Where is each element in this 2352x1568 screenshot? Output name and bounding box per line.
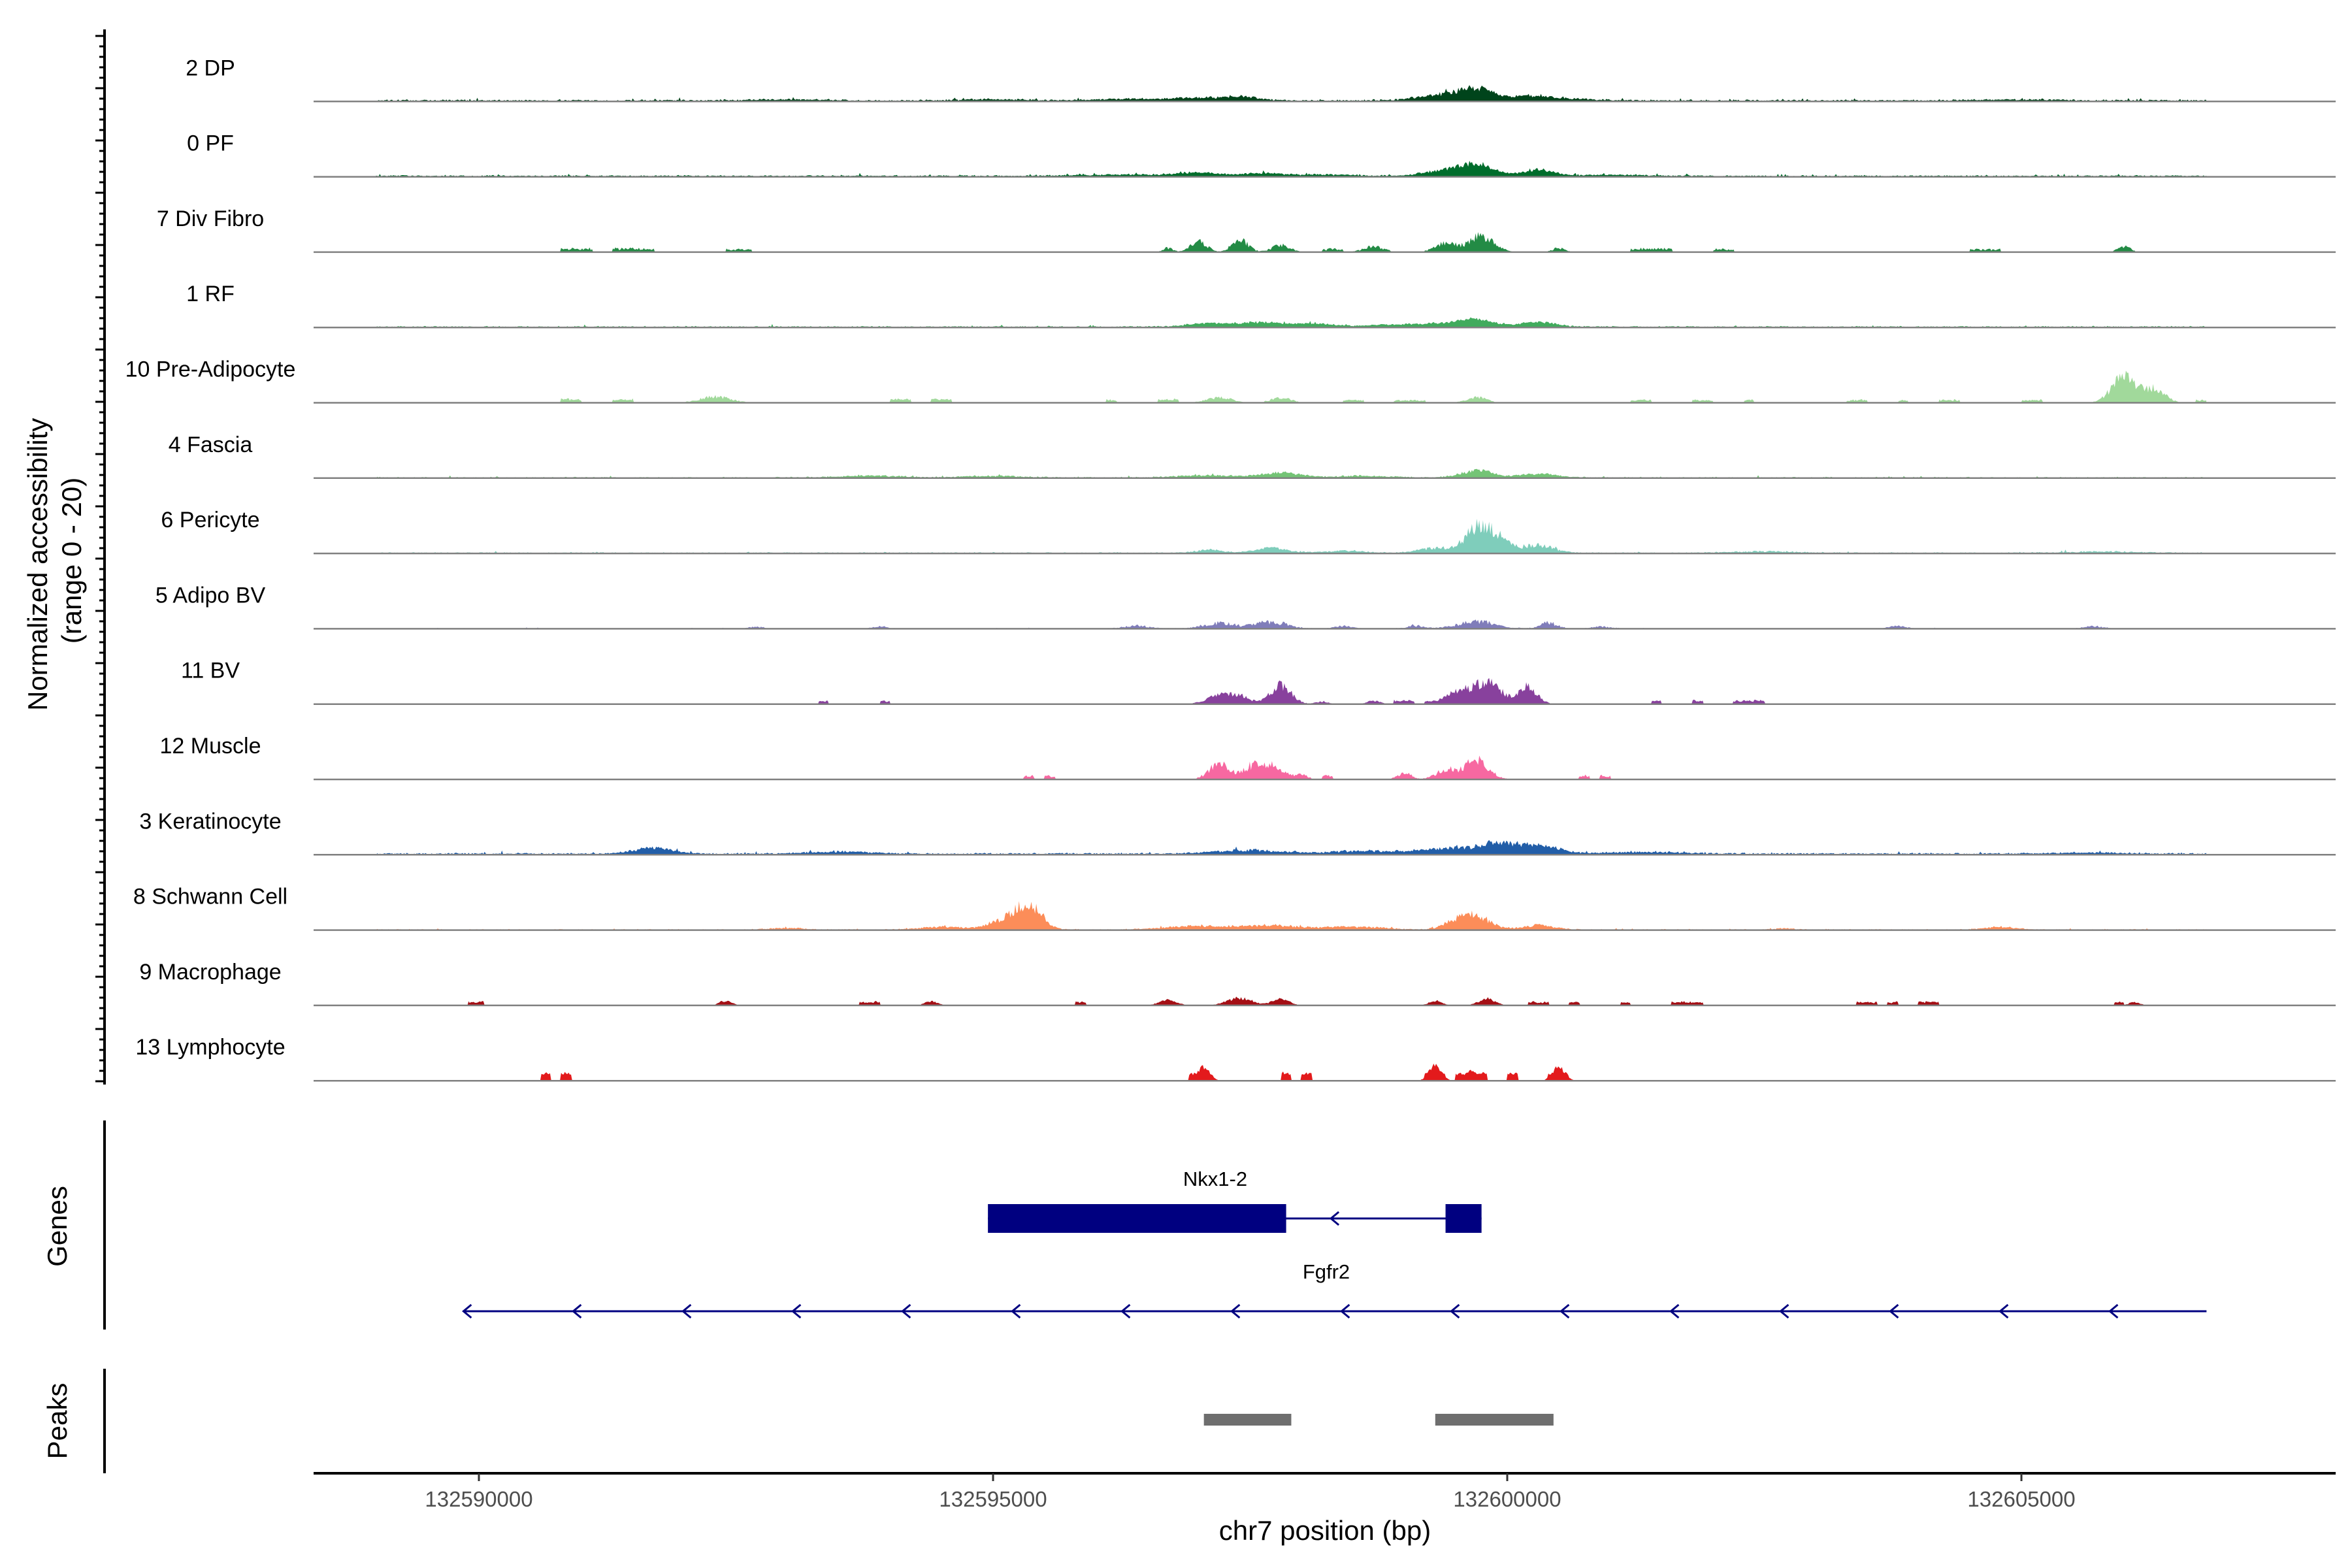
track-11-bv: 11 BV [181, 659, 2336, 705]
coverage-area [376, 996, 2207, 1005]
coverage-area [376, 901, 2207, 930]
peak-region [1203, 1414, 1292, 1426]
coverage-area [376, 468, 2207, 478]
strand-arrow [1329, 1211, 1340, 1226]
track-12-muscle: 12 Muscle [160, 734, 2336, 781]
coverage-area [376, 755, 2207, 779]
coverage-area [376, 619, 2207, 629]
track-1-rf: 1 RF [186, 282, 2336, 329]
strand-arrow [1999, 1303, 2009, 1319]
track-7-div-fibro: 7 Div Fibro [157, 206, 2336, 253]
track-2-dp: 2 DP [186, 56, 2336, 103]
coverage-area [376, 232, 2207, 252]
x-tick-label: 132595000 [939, 1487, 1047, 1511]
track-label: 9 Macrophage [139, 960, 281, 985]
track-4-fascia: 4 Fascia [169, 433, 2336, 480]
track-label: 11 BV [181, 659, 240, 683]
track-label: 6 Pericyte [161, 508, 259, 532]
track-label: 0 PF [187, 131, 234, 156]
strand-arrow [1011, 1303, 1021, 1319]
coverage-area [376, 840, 2207, 855]
strand-arrow [1450, 1303, 1460, 1319]
strand-arrow [791, 1303, 802, 1319]
strand-arrow [1560, 1303, 1570, 1319]
strand-arrow [1120, 1303, 1131, 1319]
x-tick-label: 132605000 [1967, 1487, 2075, 1511]
track-label: 4 Fascia [169, 433, 253, 457]
coverage-tracks: 2 DP 0 PF 7 Div Fibro 1 RF 10 Pre-Adipocyte 4… [125, 56, 2336, 1082]
track-label: 13 Lymphocyte [135, 1035, 285, 1060]
track-8-schwann-cell: 8 Schwann Cell [133, 885, 2336, 931]
x-tick-label: 132600000 [1453, 1487, 1561, 1511]
track-label: 1 RF [186, 282, 235, 306]
track-label: 10 Pre-Adipocyte [125, 357, 296, 382]
coverage-area [376, 519, 2207, 554]
coverage-area [376, 370, 2207, 403]
strand-arrow [572, 1303, 582, 1319]
gene-fgfr2: Fgfr2 [462, 1260, 2207, 1319]
track-label: 5 Adipo BV [155, 583, 266, 608]
gene-exon [1445, 1204, 1482, 1233]
track-10-pre-adipocyte: 10 Pre-Adipocyte [125, 357, 2336, 404]
peak-annotations [1203, 1414, 1554, 1426]
peak-region [1435, 1414, 1554, 1426]
gene-label: Nkx1-2 [1183, 1168, 1247, 1190]
y-axis-title: Normalized accessibility (range 0 - 20) [22, 410, 87, 711]
track-label: 2 DP [186, 56, 235, 80]
coverage-area [376, 85, 2207, 102]
y-axis-ticks [95, 35, 105, 1083]
track-5-adipo-bv: 5 Adipo BV [155, 583, 2336, 630]
coverage-area [376, 317, 2207, 328]
track-label: 12 Muscle [160, 734, 261, 759]
track-label: 3 Keratinocyte [139, 809, 281, 834]
strand-arrow [1669, 1303, 1680, 1319]
x-tick-label: 132590000 [425, 1487, 532, 1511]
strand-arrow [2108, 1303, 2119, 1319]
strand-arrow [1340, 1303, 1350, 1319]
strand-arrow [1230, 1303, 1241, 1319]
strand-arrow [462, 1303, 472, 1319]
x-axis-title: chr7 position (bp) [1219, 1515, 1431, 1546]
gene-label: Fgfr2 [1303, 1260, 1350, 1283]
gene-annotations: Nkx1-2 Fgfr2 [462, 1168, 2207, 1319]
track-label: 7 Div Fibro [157, 206, 264, 231]
peaks-panel-label: Peaks [42, 1383, 73, 1460]
track-0-pf: 0 PF [187, 131, 2336, 178]
gene-exon [988, 1204, 1286, 1233]
strand-arrow [901, 1303, 911, 1319]
track-6-pericyte: 6 Pericyte [161, 508, 2336, 555]
track-13-lymphocyte: 13 Lymphocyte [135, 1035, 2336, 1082]
coverage-area [376, 678, 2207, 704]
coverage-area [376, 1064, 2207, 1081]
track-9-macrophage: 9 Macrophage [139, 960, 2336, 1007]
strand-arrow [1779, 1303, 1789, 1319]
track-3-keratinocyte: 3 Keratinocyte [139, 809, 2336, 856]
genes-panel-label: Genes [42, 1186, 73, 1267]
gene-nkx1-2: Nkx1-2 [988, 1168, 1482, 1233]
strand-arrow [1889, 1303, 1899, 1319]
x-axis-ticks: 132590000 132595000 132600000 132605000 [425, 1473, 2076, 1511]
track-label: 8 Schwann Cell [133, 885, 287, 909]
strand-arrow [681, 1303, 692, 1319]
coverage-area [376, 161, 2207, 177]
